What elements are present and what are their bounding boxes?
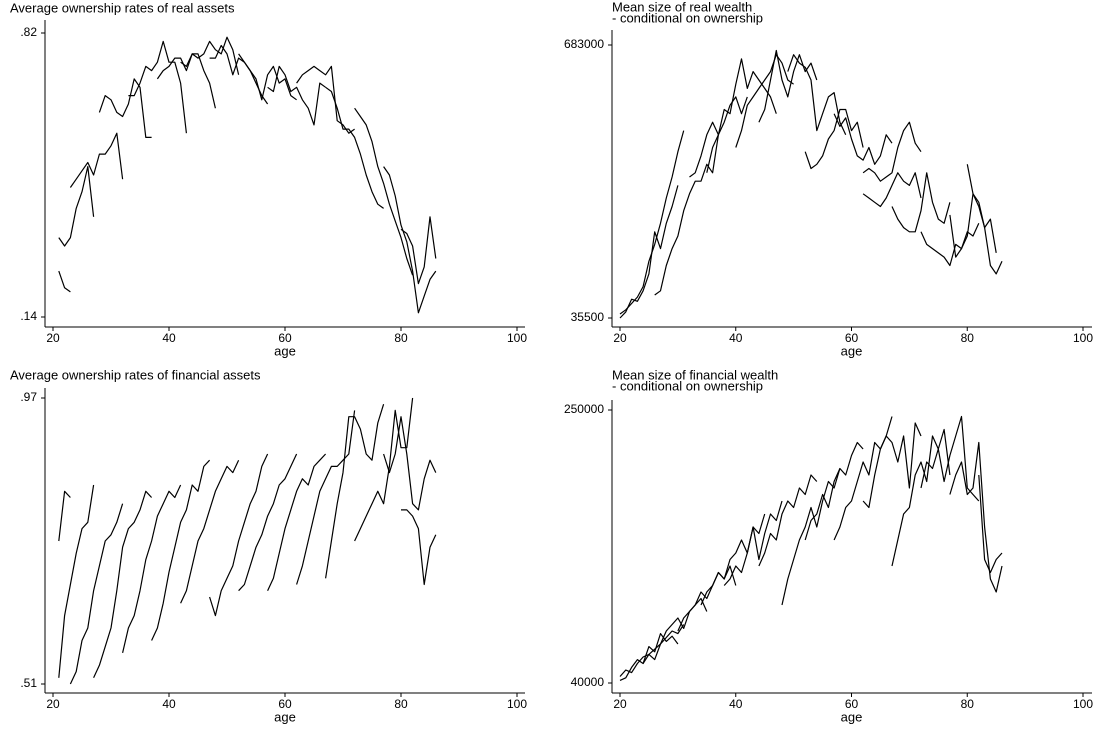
x-tick-label: 20: [613, 697, 627, 711]
x-tick-label: 40: [729, 331, 743, 345]
cohort-line: [58, 490, 71, 542]
cohort-line: [949, 441, 1003, 593]
cohort-line: [69, 503, 124, 685]
cohort-line: [238, 53, 297, 101]
y-tick-label: 40000: [571, 675, 605, 689]
x-tick-label: 60: [278, 697, 292, 711]
cohort-line: [862, 121, 922, 182]
cohort-line: [383, 166, 437, 314]
y-tick-label: .82: [20, 25, 37, 39]
cohort-line: [401, 509, 437, 586]
cohort-line: [735, 54, 794, 148]
x-tick-label: 100: [1073, 331, 1093, 345]
x-tick-label: 40: [729, 697, 743, 711]
cohort-line: [891, 172, 951, 233]
cohort-line: [758, 474, 818, 567]
cohort-line: [781, 468, 841, 606]
cohort-line: [58, 166, 95, 247]
cohort-line: [400, 216, 437, 285]
cohort-line: [966, 164, 1003, 275]
cohort-line: [267, 453, 327, 591]
cohort-line: [833, 113, 893, 165]
cohort-line: [58, 484, 95, 678]
cohort-line: [677, 565, 737, 632]
y-tick-label: 683000: [564, 37, 604, 51]
cohort-line: [654, 134, 719, 296]
chart-title: - conditional on ownership: [612, 10, 763, 25]
cohort-line: [706, 58, 777, 173]
x-tick-label: 20: [46, 331, 60, 345]
cohort-line: [920, 223, 980, 267]
cohort-line: [949, 193, 997, 258]
cohort-line: [180, 36, 240, 75]
cohort-line: [58, 270, 71, 293]
cohort-line: [128, 40, 187, 134]
y-tick-label: 250000: [564, 402, 604, 416]
x-tick-label: 60: [278, 331, 292, 345]
cohort-line: [619, 130, 685, 315]
y-tick-label: .51: [20, 676, 37, 690]
cohort-line: [69, 132, 124, 188]
x-tick-label: 100: [1073, 697, 1093, 711]
chart-title: Average ownership rates of real assets: [10, 0, 235, 15]
x-axis-label: age: [274, 709, 296, 724]
cohort-line: [325, 404, 385, 579]
cohort-line: [619, 633, 679, 681]
cohort-line: [619, 185, 679, 319]
cohort-line: [354, 397, 414, 542]
x-axis-label: age: [274, 343, 296, 358]
cohort-line: [978, 474, 1003, 574]
cohort-line: [862, 172, 922, 208]
cohort-line: [156, 53, 216, 109]
x-tick-label: 40: [162, 331, 176, 345]
cohort-line: [325, 86, 384, 209]
cohort-line: [700, 513, 766, 606]
cohort-line: [122, 484, 182, 654]
y-tick-label: 35500: [571, 310, 605, 324]
cohort-line: [296, 65, 355, 134]
x-tick-label: 80: [961, 697, 975, 711]
x-axis-label: age: [841, 343, 863, 358]
cohort-line: [98, 78, 152, 138]
cohort-line: [619, 624, 685, 677]
cohort-line: [267, 65, 326, 126]
cohort-line: [862, 422, 922, 509]
cohort-line: [758, 49, 818, 123]
y-tick-label: .14: [20, 309, 37, 323]
x-tick-label: 40: [162, 697, 176, 711]
chart-title: - conditional on ownership: [612, 378, 763, 393]
x-tick-label: 80: [961, 331, 975, 345]
chart-title: Mean size of financial wealth: [612, 367, 778, 382]
cohort-line: [180, 459, 240, 604]
x-tick-label: 100: [507, 697, 527, 711]
cohort-line: [833, 416, 893, 541]
chart-title: Mean size of real wealth: [612, 0, 752, 14]
x-tick-label: 80: [394, 331, 408, 345]
cohort-line: [93, 490, 153, 679]
cohort-line: [151, 459, 211, 641]
x-axis-label: age: [841, 709, 863, 724]
cohort-line: [238, 453, 298, 592]
x-tick-label: 20: [613, 331, 627, 345]
x-tick-label: 80: [394, 697, 408, 711]
cohort-line: [209, 453, 269, 617]
cohort-line: [787, 54, 847, 136]
cohort-line: [354, 107, 414, 276]
cohort-line: [642, 597, 708, 664]
cohort-line: [891, 428, 951, 567]
cohort-line: [723, 500, 783, 586]
cohort-line: [804, 108, 864, 170]
cohort-line: [920, 415, 980, 502]
x-tick-label: 60: [845, 697, 859, 711]
cohort-line: [804, 441, 864, 541]
x-tick-label: 100: [507, 331, 527, 345]
x-tick-label: 60: [845, 331, 859, 345]
cohort-line: [383, 416, 437, 511]
y-tick-label: .97: [20, 390, 37, 404]
x-tick-label: 20: [46, 697, 60, 711]
chart-title: Average ownership rates of financial ass…: [10, 367, 261, 382]
cohort-line: [296, 410, 356, 585]
